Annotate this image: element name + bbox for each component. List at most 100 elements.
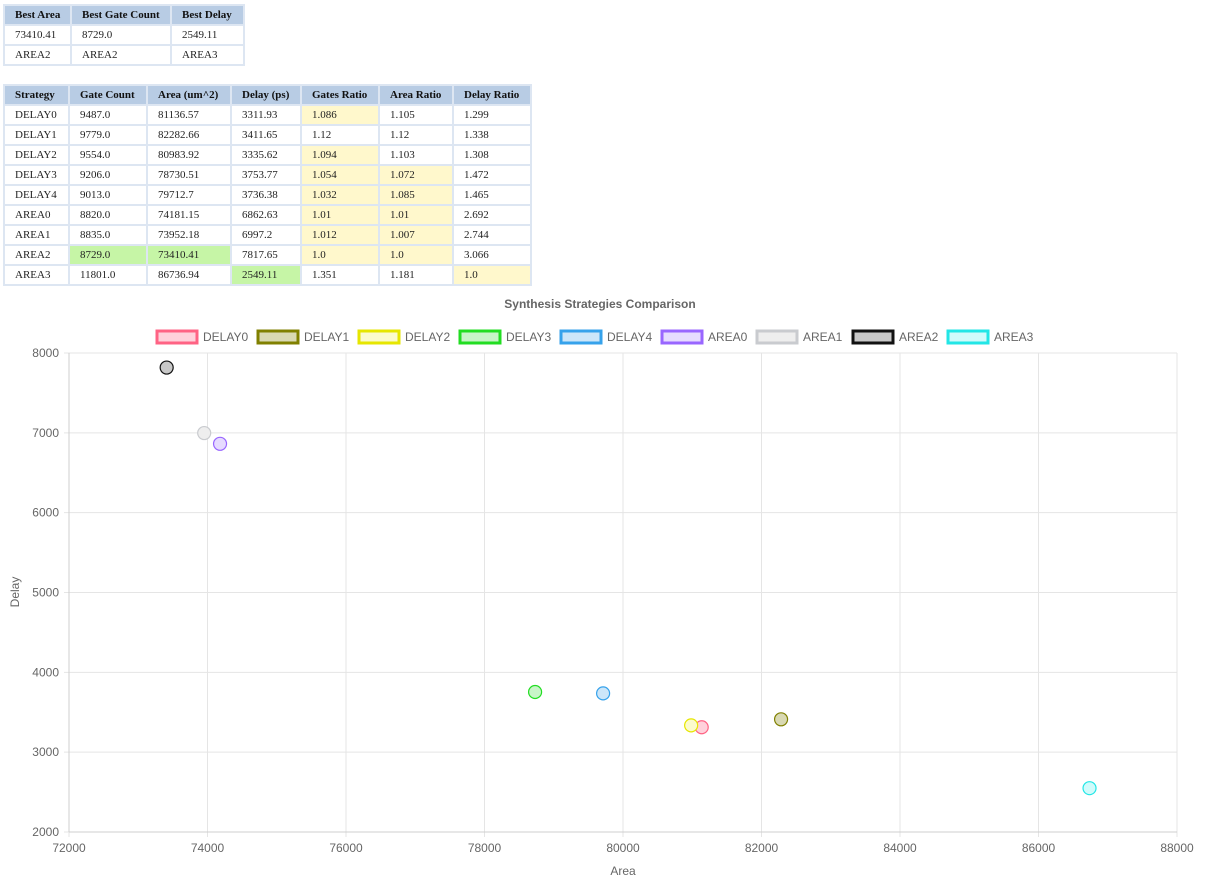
table-cell: 3.066 (454, 246, 530, 264)
table-cell: 3311.93 (232, 106, 300, 124)
table-cell: 82282.66 (148, 126, 230, 144)
table-row: DELAY1 9779.0 82282.66 3411.65 1.12 1.12 1.338 (5, 126, 530, 144)
table-cell: 1.12 (302, 126, 378, 144)
data-point-area2[interactable] (159, 360, 174, 375)
data-point-area0[interactable] (212, 436, 228, 451)
table-cell: 1.103 (380, 146, 452, 164)
legend-swatch (256, 329, 300, 345)
table-row: AREA3 11801.0 86736.94 2549.11 1.351 1.181 1.0 (5, 266, 530, 284)
legend-swatch (559, 329, 603, 345)
table-cell: 1.0 (302, 246, 378, 264)
table-cell: 1.007 (380, 226, 452, 244)
table-cell: 3736.38 (232, 186, 300, 204)
chart-grid (64, 352, 1178, 837)
table-cell: 9013.0 (70, 186, 146, 204)
legend-item[interactable]: DELAY3 (458, 329, 551, 345)
x-tick-label: 78000 (468, 841, 502, 855)
legend-item[interactable]: AREA3 (946, 329, 1034, 345)
legend-label: DELAY4 (607, 330, 652, 344)
table-row: DELAY3 9206.0 78730.51 3753.77 1.054 1.072 1.4… (5, 166, 530, 184)
table-cell: 1.12 (380, 126, 452, 144)
strategy-table-header: Strategy (5, 86, 68, 104)
table-cell: 11801.0 (70, 266, 146, 284)
table-cell: 73410.41 (148, 246, 230, 264)
table-cell: 74181.15 (148, 206, 230, 224)
y-tick-label: 7000 (32, 426, 59, 440)
table-cell: 1.465 (454, 186, 530, 204)
chart-points (159, 360, 1097, 796)
legend-item[interactable]: DELAY4 (559, 329, 652, 345)
legend-swatch (357, 329, 401, 345)
x-tick-label: 84000 (883, 841, 917, 855)
table-cell: 86736.94 (148, 266, 230, 284)
table-cell: 1.0 (380, 246, 452, 264)
table-row: AREA0 8820.0 74181.15 6862.63 1.01 1.01 2.692 (5, 206, 530, 224)
table-cell: 3411.65 (232, 126, 300, 144)
x-tick-label: 76000 (329, 841, 363, 855)
legend-item[interactable]: AREA1 (755, 329, 843, 345)
table-cell: 1.086 (302, 106, 378, 124)
legend-swatch (851, 329, 895, 345)
data-point-delay2[interactable] (684, 718, 699, 733)
data-point-area3[interactable] (1082, 781, 1097, 796)
table-row: AREA2 8729.0 73410.41 7817.65 1.0 1.0 3.066 (5, 246, 530, 264)
strategy-table-body: DELAY0 9487.0 81136.57 3311.93 1.086 1.105 1.2… (5, 106, 530, 284)
legend-item[interactable]: DELAY2 (357, 329, 450, 345)
strategy-table-header: Delay (ps) (232, 86, 300, 104)
strategy-table-header-row: Strategy Gate Count Area (um^2) Delay (p… (5, 86, 530, 104)
table-cell: 8835.0 (70, 226, 146, 244)
data-point-area1[interactable] (197, 425, 212, 441)
y-tick-label: 4000 (32, 665, 59, 679)
data-point-delay3[interactable] (527, 684, 543, 700)
x-axis-label: Area (610, 864, 636, 878)
legend-label: AREA1 (803, 330, 843, 344)
best-table-header-row: Best Area Best Gate Count Best Delay (5, 6, 243, 24)
legend-label: DELAY2 (405, 330, 450, 344)
y-tick-label: 5000 (32, 586, 59, 600)
y-axis-ticks: 2000 3000 4000 5000 6000 7000 8000 (32, 346, 59, 839)
table-cell: 1.338 (454, 126, 530, 144)
table-row: DELAY0 9487.0 81136.57 3311.93 1.086 1.105 1.2… (5, 106, 530, 124)
best-gate-count-strategy: AREA2 (72, 46, 170, 64)
legend-swatch (660, 329, 704, 345)
legend-item[interactable]: DELAY1 (256, 329, 349, 345)
table-cell: 1.054 (302, 166, 378, 184)
table-cell: 78730.51 (148, 166, 230, 184)
table-cell: DELAY2 (5, 146, 68, 164)
x-tick-label: 82000 (745, 841, 779, 855)
legend-swatch (155, 329, 199, 345)
legend-swatch (946, 329, 990, 345)
table-cell: DELAY4 (5, 186, 68, 204)
best-delay-strategy: AREA3 (172, 46, 243, 64)
table-cell: 3753.77 (232, 166, 300, 184)
table-cell: 79712.7 (148, 186, 230, 204)
table-cell: AREA2 (5, 246, 68, 264)
legend-label: AREA3 (994, 330, 1034, 344)
table-cell: DELAY0 (5, 106, 68, 124)
legend-label: AREA0 (708, 330, 748, 344)
strategy-table-header: Area Ratio (380, 86, 452, 104)
table-cell: 8820.0 (70, 206, 146, 224)
legend-item[interactable]: DELAY0 (155, 329, 248, 345)
legend-item[interactable]: AREA2 (851, 329, 939, 345)
data-point-delay4[interactable] (596, 686, 611, 701)
data-point-delay1[interactable] (773, 712, 789, 727)
table-cell: 9554.0 (70, 146, 146, 164)
table-cell: 80983.92 (148, 146, 230, 164)
table-cell: AREA1 (5, 226, 68, 244)
legend-label: DELAY1 (304, 330, 349, 344)
legend-label: AREA2 (899, 330, 939, 344)
table-row: AREA1 8835.0 73952.18 6997.2 1.012 1.007 2.744 (5, 226, 530, 244)
legend-item[interactable]: AREA0 (660, 329, 748, 345)
table-cell: DELAY1 (5, 126, 68, 144)
legend-label: DELAY0 (203, 330, 248, 344)
best-table-header: Best Delay (172, 6, 243, 24)
table-cell: 1.308 (454, 146, 530, 164)
y-tick-label: 8000 (32, 346, 59, 360)
table-cell: 2.744 (454, 226, 530, 244)
best-area-strategy: AREA2 (5, 46, 70, 64)
best-delay-value: 2549.11 (172, 26, 243, 44)
best-results-table: Best Area Best Gate Count Best Delay 734… (3, 4, 245, 66)
x-tick-label: 86000 (1022, 841, 1056, 855)
table-cell: AREA0 (5, 206, 68, 224)
